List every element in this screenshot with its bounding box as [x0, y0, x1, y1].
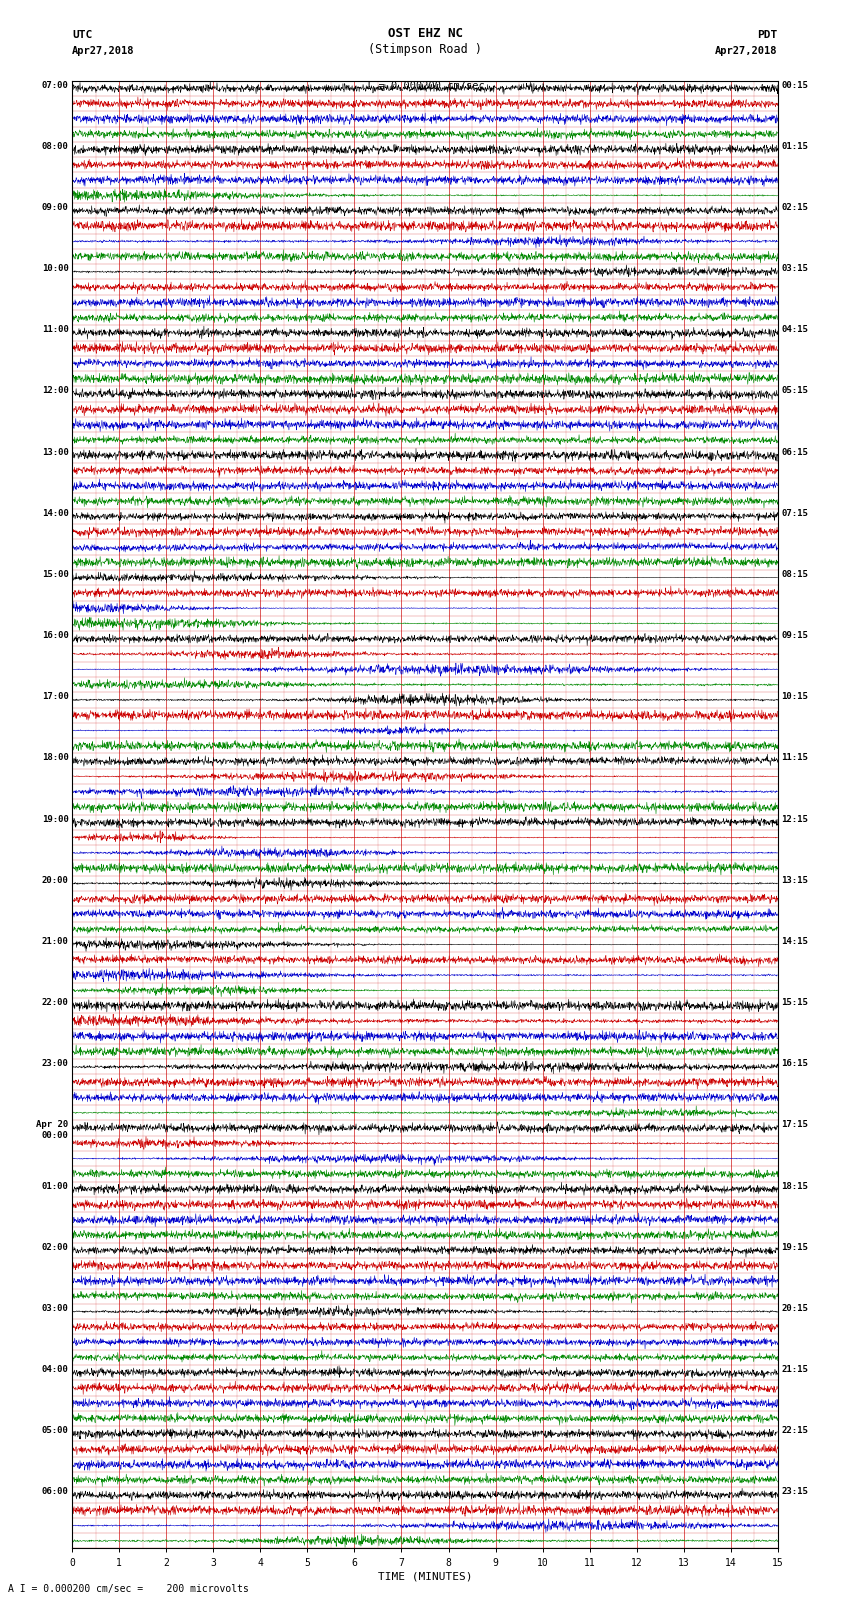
Text: 22:15: 22:15: [781, 1426, 808, 1436]
Text: 02:15: 02:15: [781, 203, 808, 211]
Text: (Stimpson Road ): (Stimpson Road ): [368, 44, 482, 56]
Text: 13:00: 13:00: [42, 448, 69, 456]
Text: 13:15: 13:15: [781, 876, 808, 884]
Text: 21:00: 21:00: [42, 937, 69, 945]
Text: 12:15: 12:15: [781, 815, 808, 824]
Text: PDT: PDT: [757, 31, 778, 40]
Text: 11:00: 11:00: [42, 326, 69, 334]
Text: 16:00: 16:00: [42, 631, 69, 640]
Text: 05:15: 05:15: [781, 387, 808, 395]
Text: 01:15: 01:15: [781, 142, 808, 150]
Text: 06:00: 06:00: [42, 1487, 69, 1497]
Text: 21:15: 21:15: [781, 1365, 808, 1374]
Text: 05:00: 05:00: [42, 1426, 69, 1436]
Text: 15:00: 15:00: [42, 569, 69, 579]
Text: 08:15: 08:15: [781, 569, 808, 579]
Text: 14:00: 14:00: [42, 508, 69, 518]
Text: 20:00: 20:00: [42, 876, 69, 884]
Text: 19:15: 19:15: [781, 1242, 808, 1252]
Text: 16:15: 16:15: [781, 1060, 808, 1068]
Text: 03:00: 03:00: [42, 1303, 69, 1313]
Text: 10:15: 10:15: [781, 692, 808, 702]
Text: 06:15: 06:15: [781, 448, 808, 456]
Text: 08:00: 08:00: [42, 142, 69, 150]
Text: 07:00: 07:00: [42, 81, 69, 90]
Text: 07:15: 07:15: [781, 508, 808, 518]
Text: 02:00: 02:00: [42, 1242, 69, 1252]
Text: 22:00: 22:00: [42, 998, 69, 1007]
Text: 14:15: 14:15: [781, 937, 808, 945]
Text: 09:00: 09:00: [42, 203, 69, 211]
Text: 12:00: 12:00: [42, 387, 69, 395]
Text: 04:00: 04:00: [42, 1365, 69, 1374]
Text: Apr27,2018: Apr27,2018: [72, 47, 135, 56]
X-axis label: TIME (MINUTES): TIME (MINUTES): [377, 1571, 473, 1582]
Text: I = 0.000200 cm/sec: I = 0.000200 cm/sec: [366, 81, 484, 90]
Text: 20:15: 20:15: [781, 1303, 808, 1313]
Text: OST EHZ NC: OST EHZ NC: [388, 27, 462, 40]
Text: 09:15: 09:15: [781, 631, 808, 640]
Text: 03:15: 03:15: [781, 265, 808, 273]
Text: 01:00: 01:00: [42, 1181, 69, 1190]
Text: 18:15: 18:15: [781, 1181, 808, 1190]
Text: 15:15: 15:15: [781, 998, 808, 1007]
Text: 17:00: 17:00: [42, 692, 69, 702]
Text: UTC: UTC: [72, 31, 93, 40]
Text: 23:00: 23:00: [42, 1060, 69, 1068]
Text: 11:15: 11:15: [781, 753, 808, 763]
Text: Apr27,2018: Apr27,2018: [715, 47, 778, 56]
Text: 23:15: 23:15: [781, 1487, 808, 1497]
Text: 10:00: 10:00: [42, 265, 69, 273]
Text: 18:00: 18:00: [42, 753, 69, 763]
Text: 04:15: 04:15: [781, 326, 808, 334]
Text: A I = 0.000200 cm/sec =    200 microvolts: A I = 0.000200 cm/sec = 200 microvolts: [8, 1584, 249, 1594]
Text: 17:15: 17:15: [781, 1121, 808, 1129]
Text: 19:00: 19:00: [42, 815, 69, 824]
Text: 00:15: 00:15: [781, 81, 808, 90]
Text: Apr 20
00:00: Apr 20 00:00: [37, 1121, 69, 1140]
